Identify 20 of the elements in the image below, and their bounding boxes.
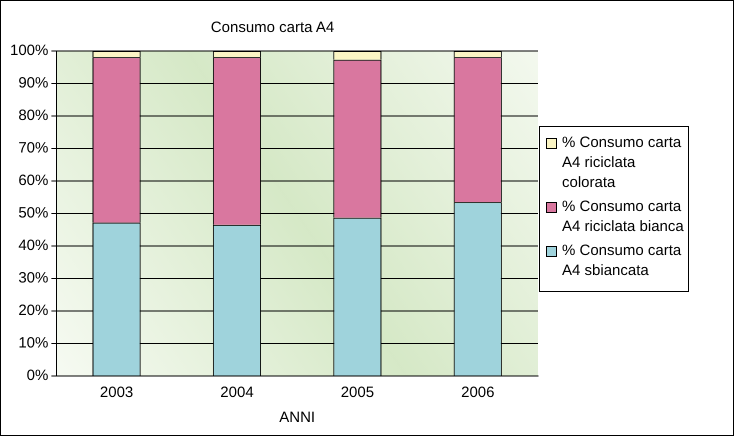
y-tick-label: 40%	[18, 237, 48, 254]
y-tick-label: 60%	[18, 172, 48, 190]
x-tick-label: 2005	[340, 384, 374, 402]
y-tick-label: 20%	[18, 302, 48, 320]
legend-label: % Consumo carta A4 sbiancata	[562, 241, 682, 281]
y-tick-label: 30%	[18, 270, 48, 287]
y-tick-label: 70%	[18, 140, 48, 157]
x-axis-title: ANNI	[279, 409, 316, 426]
y-tick-label: 50%	[18, 204, 48, 222]
x-tick-label: 2006	[461, 384, 494, 402]
x-tick-label: 2003	[100, 384, 134, 402]
y-tick-label: 90%	[18, 74, 48, 92]
legend-label: % Consumo carta A4 riciclata colorata	[562, 133, 682, 193]
chart-title: Consumo carta A4	[210, 19, 334, 36]
x-tick-label: 2004	[220, 384, 254, 402]
y-tick-label: 80%	[18, 107, 48, 124]
y-tick-label: 10%	[18, 334, 48, 352]
y-tick-label: 100%	[10, 42, 48, 60]
y-tick-label: 0%	[26, 367, 48, 384]
text: % Consumo carta A4 riciclata bianca	[562, 197, 684, 237]
